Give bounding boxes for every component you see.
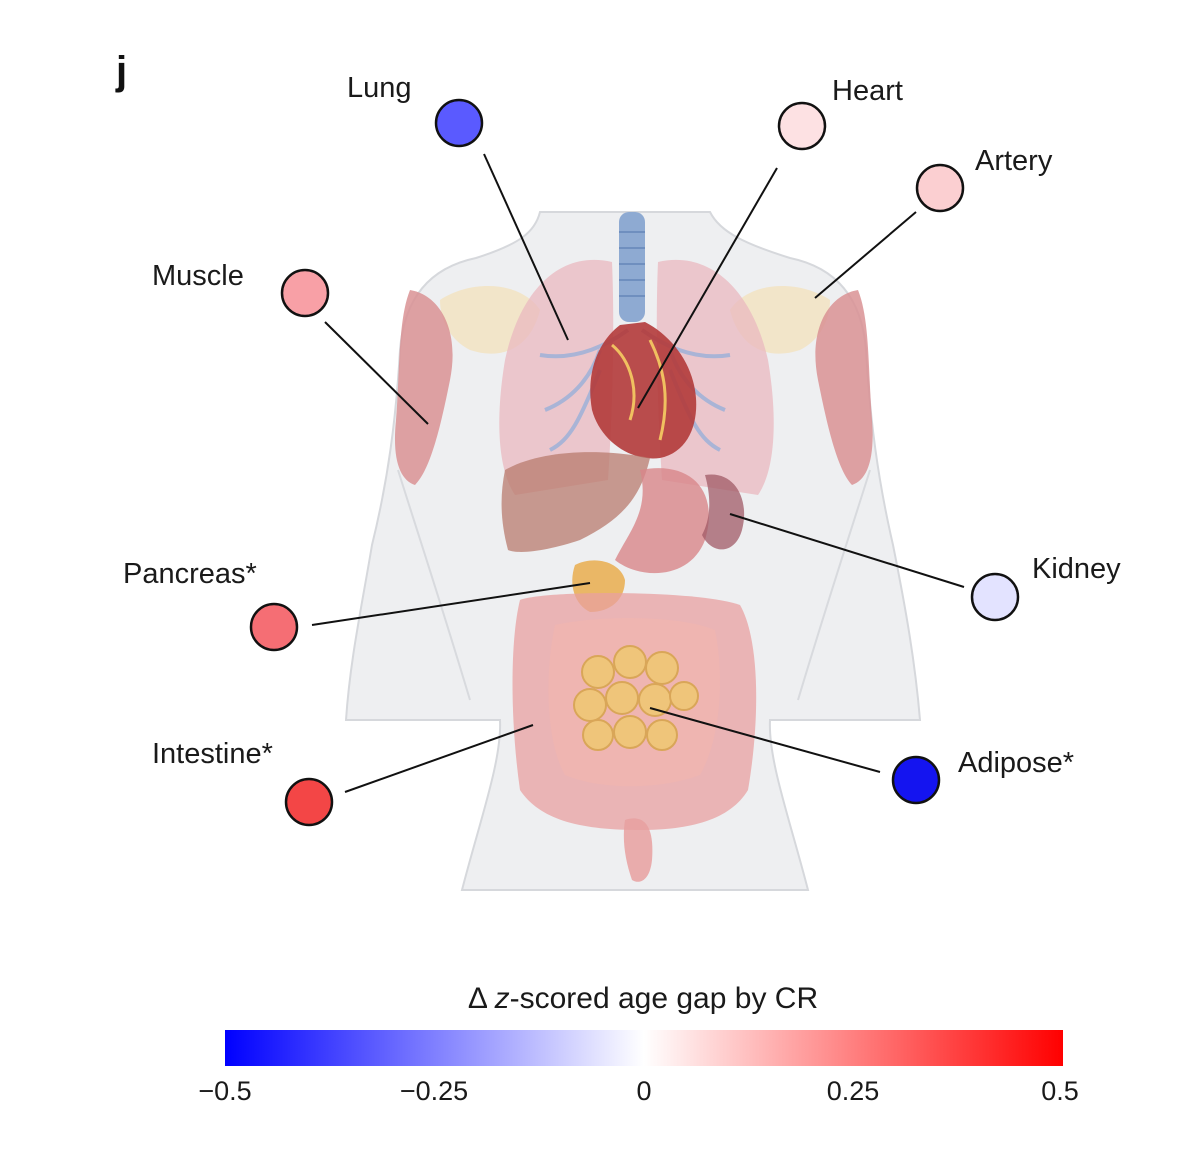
organ-label: Intestine*	[152, 738, 273, 770]
organ-dot	[280, 268, 330, 318]
colorbar-title: Δ z-scored age gap by CR	[468, 982, 818, 1015]
organ-label: Kidney	[1032, 553, 1121, 585]
trachea	[619, 212, 645, 322]
stomach	[615, 468, 709, 574]
kidney-organ	[702, 474, 745, 550]
heart-organ	[590, 322, 697, 459]
organ-marker-pancreas: Pancreas*	[123, 558, 299, 652]
organ-dot	[434, 98, 484, 148]
leader-line-kidney	[729, 513, 965, 588]
body-illustration	[344, 211, 922, 891]
organ-dot	[249, 602, 299, 652]
organ-marker-lung: Lung	[347, 72, 484, 148]
organ-label: Muscle	[152, 260, 244, 292]
colorbar-gradient	[225, 1030, 1063, 1066]
organ-dot	[970, 572, 1020, 622]
organ-marker-adipose: Adipose*	[891, 747, 1074, 805]
liver	[501, 452, 650, 552]
left-arm-muscle	[394, 290, 453, 485]
organ-marker-artery: Artery	[915, 145, 1053, 213]
leader-line-artery	[814, 211, 917, 299]
organ-label: Pancreas*	[123, 558, 257, 590]
colorbar: Δ z-scored age gap by CR −0.5 −0.25 0 0.…	[198, 982, 1078, 1106]
organ-marker-intestine: Intestine*	[152, 738, 334, 827]
leader-line-lung	[483, 153, 569, 341]
right-arm-muscle	[815, 290, 873, 485]
organ-dot	[915, 163, 965, 213]
organ-label: Lung	[347, 72, 412, 104]
left-lung	[499, 259, 614, 495]
colorbar-tick: −0.5	[198, 1076, 251, 1106]
organ-marker-heart: Heart	[777, 75, 903, 151]
leader-line-pancreas	[311, 582, 591, 626]
panel-label: j	[115, 49, 127, 93]
rectum	[623, 818, 653, 882]
organ-marker-kidney: Kidney	[970, 553, 1121, 622]
leader-line-muscle	[324, 321, 429, 425]
colorbar-tick: 0	[636, 1076, 651, 1106]
leader-line-intestine	[344, 724, 534, 793]
organ-dot	[284, 777, 334, 827]
leader-lines	[311, 153, 965, 793]
organ-dot	[891, 755, 941, 805]
adipose-tissue	[573, 645, 699, 751]
organ-marker-muscle: Muscle	[152, 260, 330, 318]
organ-label: Heart	[832, 75, 903, 107]
colorbar-tick: 0.25	[827, 1076, 880, 1106]
organ-label: Adipose*	[958, 747, 1074, 779]
leader-line-adipose	[649, 707, 881, 773]
organ-dot	[777, 101, 827, 151]
colorbar-tick: −0.25	[400, 1076, 468, 1106]
colorbar-tick: 0.5	[1041, 1076, 1079, 1106]
organ-label: Artery	[975, 145, 1053, 177]
leader-line-heart	[637, 167, 778, 409]
